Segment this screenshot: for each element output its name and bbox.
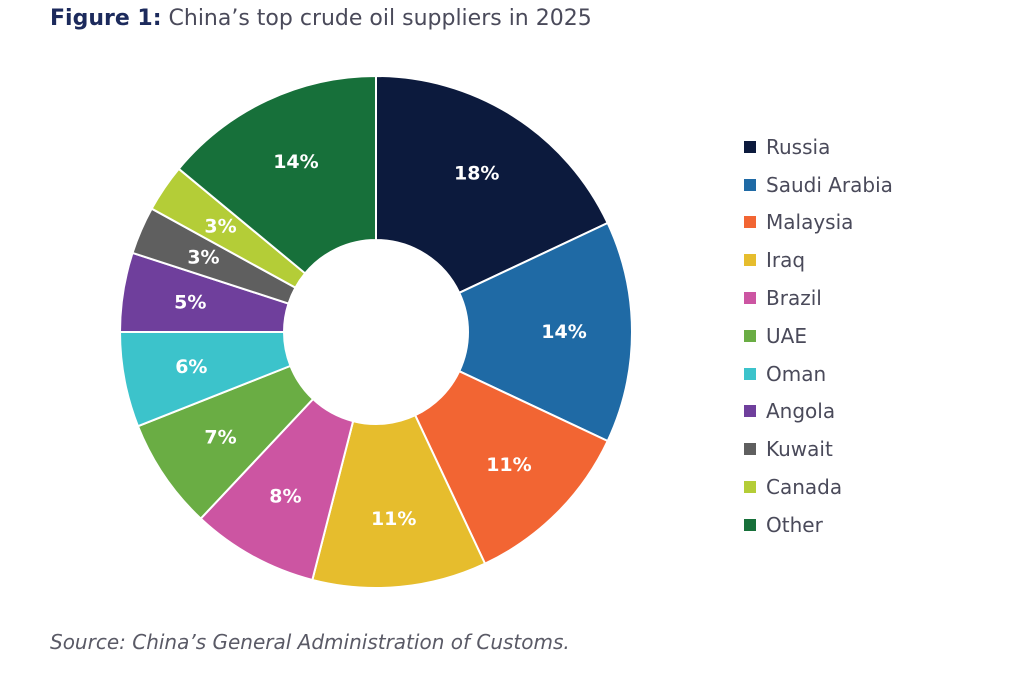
legend-item-malaysia: Malaysia (744, 204, 893, 242)
figure-number: Figure 1: (50, 6, 162, 31)
source-note: Source: China’s General Administration o… (50, 630, 570, 654)
legend-label: UAE (766, 323, 807, 348)
slice-label-iraq: 11% (371, 508, 416, 530)
legend-label: Brazil (766, 286, 822, 311)
legend-item-kuwait: Kuwait (744, 430, 893, 468)
legend-swatch (744, 518, 756, 531)
figure-title-text: China’s top crude oil suppliers in 2025 (168, 6, 592, 31)
legend-label: Russia (766, 134, 831, 159)
legend-item-russia: Russia (744, 128, 893, 166)
legend-swatch (744, 178, 756, 191)
legend-swatch (744, 254, 756, 267)
legend-item-angola: Angola (744, 393, 893, 431)
legend-label: Iraq (766, 248, 806, 273)
legend-label: Angola (766, 399, 836, 424)
chart-legend: Russia Saudi Arabia Malaysia Iraq Brazil UAE O… (744, 128, 893, 544)
legend-label: Kuwait (766, 437, 833, 462)
legend-swatch (744, 481, 756, 494)
legend-swatch (744, 367, 756, 380)
slice-saudi-arabia (457, 221, 633, 443)
slice-label-saudi-arabia: 14% (541, 321, 586, 343)
chart-title: Figure 1: China’s top crude oil supplier… (50, 6, 592, 31)
slice-label-other: 14% (273, 151, 318, 173)
legend-swatch (744, 405, 756, 418)
legend-item-oman: Oman (744, 355, 893, 393)
legend-swatch (744, 443, 756, 456)
legend-label: Other (766, 512, 823, 537)
slice-label-russia: 18% (454, 162, 499, 184)
legend-item-iraq: Iraq (744, 241, 893, 279)
legend-label: Oman (766, 361, 827, 386)
legend-item-other: Other (744, 506, 893, 544)
legend-item-uae: UAE (744, 317, 893, 355)
legend-label: Saudi Arabia (766, 172, 893, 197)
legend-swatch (744, 292, 756, 305)
legend-item-saudi-arabia: Saudi Arabia (744, 166, 893, 204)
legend-item-canada: Canada (744, 468, 893, 506)
slice-label-angola: 5% (174, 292, 206, 314)
slice-other (177, 74, 377, 275)
legend-swatch (744, 329, 756, 342)
legend-swatch (744, 140, 756, 153)
legend-item-brazil: Brazil (744, 279, 893, 317)
slice-label-malaysia: 11% (486, 454, 531, 476)
legend-label: Canada (766, 475, 843, 500)
slice-label-kuwait: 3% (187, 246, 219, 268)
slice-iraq (311, 413, 487, 589)
legend-swatch (744, 216, 756, 229)
legend-label: Malaysia (766, 210, 854, 235)
slice-russia (375, 74, 609, 295)
slice-label-brazil: 8% (269, 486, 301, 508)
slice-label-canada: 3% (204, 215, 236, 237)
slice-label-uae: 7% (204, 427, 236, 449)
slice-label-oman: 6% (175, 356, 207, 378)
